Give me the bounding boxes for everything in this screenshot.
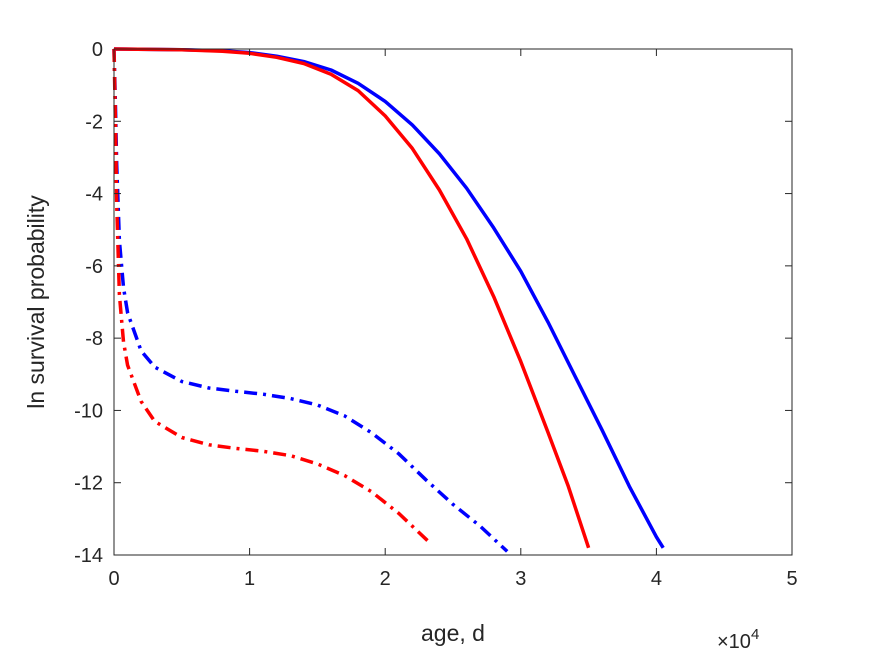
series-layer bbox=[112, 47, 665, 553]
y-tick-label-3: -6 bbox=[85, 256, 103, 278]
x-tick-label-4: 4 bbox=[651, 568, 662, 590]
y-tick-label-2: -4 bbox=[85, 184, 103, 206]
x-tick-label-3: 3 bbox=[515, 568, 526, 590]
y-tick-label-7: -14 bbox=[74, 545, 103, 567]
series-line-2 bbox=[113, 47, 591, 549]
y-tick-label-6: -12 bbox=[74, 473, 103, 495]
y-tick-label-5: -10 bbox=[74, 400, 103, 422]
plot-box bbox=[113, 48, 793, 556]
series-line-3 bbox=[112, 48, 509, 553]
x-tick-label-1: 1 bbox=[244, 568, 255, 590]
x-tick-label-5: 5 bbox=[786, 568, 797, 590]
y-axis-label: ln survival probability bbox=[23, 195, 49, 409]
series-line-4 bbox=[112, 48, 433, 546]
x-exponent-base: ×10 bbox=[717, 631, 751, 653]
x-tick-label-2: 2 bbox=[380, 568, 391, 590]
y-tick-label-1: -2 bbox=[85, 111, 103, 133]
x-tick-label-0: 0 bbox=[108, 568, 119, 590]
y-tick-label-0: 0 bbox=[92, 39, 103, 61]
x-exponent-label: ×104 bbox=[717, 626, 759, 653]
x-axis-label: age, d bbox=[421, 620, 485, 646]
tick-layer: 0 1 2 3 4 5 0 -2 -4 -6 -8 -10 -12 -14 bbox=[74, 39, 797, 590]
y-tick-label-4: -8 bbox=[85, 328, 103, 350]
x-exponent-power: 4 bbox=[751, 626, 759, 643]
plot-area-background bbox=[114, 49, 792, 555]
